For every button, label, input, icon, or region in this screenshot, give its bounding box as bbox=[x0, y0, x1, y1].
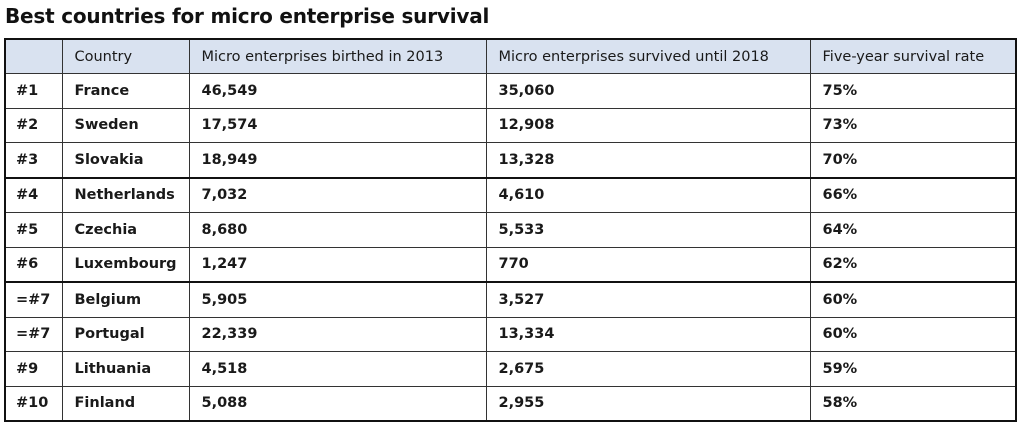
rank-cell: #1 bbox=[4, 73, 63, 109]
rate-cell: 73% bbox=[809, 107, 1017, 143]
header-birthed-2013: Micro enterprises birthed in 2013 bbox=[188, 38, 487, 74]
rank-cell: =#7 bbox=[4, 281, 63, 318]
rank-cell: #9 bbox=[4, 351, 63, 387]
survived-cell: 770 bbox=[485, 246, 811, 283]
country-cell: Lithuania bbox=[61, 351, 190, 387]
survived-cell: 2,955 bbox=[485, 385, 811, 422]
table-header-row: Country Micro enterprises birthed in 201… bbox=[4, 38, 1017, 74]
header-survival-rate: Five-year survival rate bbox=[809, 38, 1017, 74]
birthed-cell: 22,339 bbox=[188, 316, 487, 352]
survived-cell: 5,533 bbox=[485, 212, 811, 248]
table-row: #10 Finland 5,088 2,955 58% bbox=[4, 385, 1017, 422]
survived-cell: 35,060 bbox=[485, 73, 811, 109]
country-cell: France bbox=[61, 73, 190, 109]
survived-cell: 4,610 bbox=[485, 176, 811, 213]
rank-cell: #4 bbox=[4, 176, 63, 213]
table-row: #5 Czechia 8,680 5,533 64% bbox=[4, 212, 1017, 248]
country-cell: Sweden bbox=[61, 107, 190, 143]
survived-cell: 13,328 bbox=[485, 142, 811, 178]
birthed-cell: 46,549 bbox=[188, 73, 487, 109]
survival-table: Country Micro enterprises birthed in 201… bbox=[4, 38, 1017, 422]
birthed-cell: 7,032 bbox=[188, 176, 487, 213]
table-row: #3 Slovakia 18,949 13,328 70% bbox=[4, 142, 1017, 178]
rate-cell: 60% bbox=[809, 316, 1017, 352]
table-title: Best countries for micro enterprise surv… bbox=[5, 4, 490, 28]
country-cell: Netherlands bbox=[61, 176, 190, 213]
survived-cell: 12,908 bbox=[485, 107, 811, 143]
rate-cell: 59% bbox=[809, 351, 1017, 387]
rate-cell: 58% bbox=[809, 385, 1017, 422]
survived-cell: 13,334 bbox=[485, 316, 811, 352]
table-row: #2 Sweden 17,574 12,908 73% bbox=[4, 107, 1017, 143]
rank-cell: =#7 bbox=[4, 316, 63, 352]
rank-cell: #6 bbox=[4, 246, 63, 283]
rank-cell: #3 bbox=[4, 142, 63, 178]
country-cell: Czechia bbox=[61, 212, 190, 248]
country-cell: Belgium bbox=[61, 281, 190, 318]
survived-cell: 2,675 bbox=[485, 351, 811, 387]
table-row: =#7 Portugal 22,339 13,334 60% bbox=[4, 316, 1017, 352]
table-row: #4 Netherlands 7,032 4,610 66% bbox=[4, 176, 1017, 213]
country-cell: Slovakia bbox=[61, 142, 190, 178]
table-row: #9 Lithuania 4,518 2,675 59% bbox=[4, 351, 1017, 387]
rate-cell: 70% bbox=[809, 142, 1017, 178]
header-survived-2018: Micro enterprises survived until 2018 bbox=[485, 38, 811, 74]
survived-cell: 3,527 bbox=[485, 281, 811, 318]
birthed-cell: 17,574 bbox=[188, 107, 487, 143]
rate-cell: 64% bbox=[809, 212, 1017, 248]
rank-cell: #5 bbox=[4, 212, 63, 248]
rate-cell: 60% bbox=[809, 281, 1017, 318]
table-row: =#7 Belgium 5,905 3,527 60% bbox=[4, 281, 1017, 318]
birthed-cell: 5,088 bbox=[188, 385, 487, 422]
header-country: Country bbox=[61, 38, 190, 74]
table-row: #1 France 46,549 35,060 75% bbox=[4, 73, 1017, 109]
table-row: #6 Luxembourg 1,247 770 62% bbox=[4, 246, 1017, 283]
country-cell: Portugal bbox=[61, 316, 190, 352]
country-cell: Finland bbox=[61, 385, 190, 422]
rate-cell: 75% bbox=[809, 73, 1017, 109]
header-rank bbox=[4, 38, 63, 74]
country-cell: Luxembourg bbox=[61, 246, 190, 283]
rate-cell: 66% bbox=[809, 176, 1017, 213]
rate-cell: 62% bbox=[809, 246, 1017, 283]
birthed-cell: 8,680 bbox=[188, 212, 487, 248]
rank-cell: #2 bbox=[4, 107, 63, 143]
rank-cell: #10 bbox=[4, 385, 63, 422]
birthed-cell: 5,905 bbox=[188, 281, 487, 318]
birthed-cell: 4,518 bbox=[188, 351, 487, 387]
birthed-cell: 1,247 bbox=[188, 246, 487, 283]
birthed-cell: 18,949 bbox=[188, 142, 487, 178]
